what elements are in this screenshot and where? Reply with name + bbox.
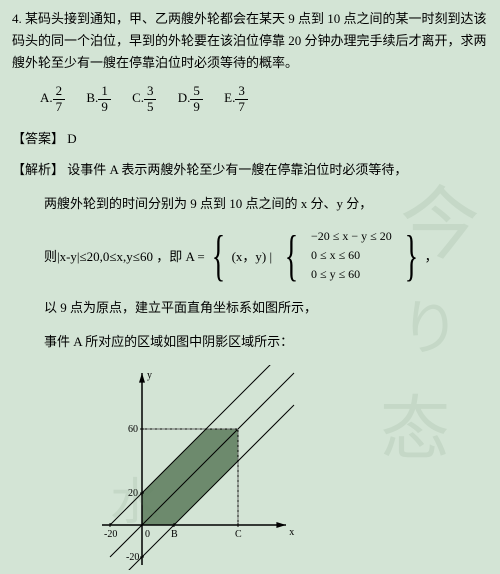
svg-text:-20: -20 [126,552,139,563]
option-a: A.27 [40,84,65,114]
cond-1: −20 ≤ x − y ≤ 20 [311,227,392,246]
formula-block: 则|x-y|≤20,0≤x,y≤60 ，即 A = { (x，y) | { −2… [12,227,488,285]
document-body: 4. 某码头接到通知，甲、乙两艘外轮都会在某天 9 点到 10 点之间的某一时刻… [0,0,500,574]
option-c: C.35 [132,84,156,114]
svg-text:B: B [171,529,178,540]
solution-line4: 事件 A 所对应的区域如图中阴影区域所示： [12,331,488,353]
svg-text:20: 20 [128,488,138,499]
svg-text:60: 60 [128,424,138,435]
question-block: 4. 某码头接到通知，甲、乙两艘外轮都会在某天 9 点到 10 点之间的某一时刻… [12,8,488,114]
answer-label: 【答案】 [12,131,64,146]
solution-line3: 以 9 点为原点，建立平面直角坐标系如图所示， [12,297,488,319]
option-b: B.19 [86,84,110,114]
svg-text:x: x [289,527,294,538]
svg-text:-20: -20 [104,529,117,540]
answer-line: 【答案】 D [12,128,488,147]
inner-brace: { [285,228,298,284]
right-brace: { [404,228,417,284]
formula-suffix: ， [425,246,438,265]
coordinate-chart: 60 20 -20 B C 0 -20 y x [12,365,488,574]
answer-value: D [67,131,76,146]
option-d: D.59 [178,84,203,114]
option-e: E.37 [224,84,248,114]
cond-3: 0 ≤ y ≤ 60 [311,265,392,284]
solution-block: 【解析】 设事件 A 表示两艘外轮至少有一艘在停靠泊位时必须等待， [12,159,488,181]
svg-text:y: y [147,370,152,381]
question-number: 4. [12,11,22,26]
solution-line1: 设事件 A 表示两艘外轮至少有一艘在停靠泊位时必须等待， [67,162,407,177]
svg-text:0: 0 [145,529,150,540]
svg-text:C: C [235,529,242,540]
solution-label: 【解析】 [12,162,64,177]
question-text: 某码头接到通知，甲、乙两艘外轮都会在某天 9 点到 10 点之间的某一时刻到达该… [12,11,487,70]
left-brace: { [211,228,224,284]
solution-line2: 两艘外轮到的时间分别为 9 点到 10 点之间的 x 分、y 分， [12,193,488,215]
set-text: (x，y) | [232,246,273,265]
options-row: A.27 B.19 C.35 D.59 E.37 [12,84,488,114]
formula-prefix: 则|x-y|≤20,0≤x,y≤60 ，即 A = [44,246,205,265]
cond-2: 0 ≤ x ≤ 60 [311,246,392,265]
